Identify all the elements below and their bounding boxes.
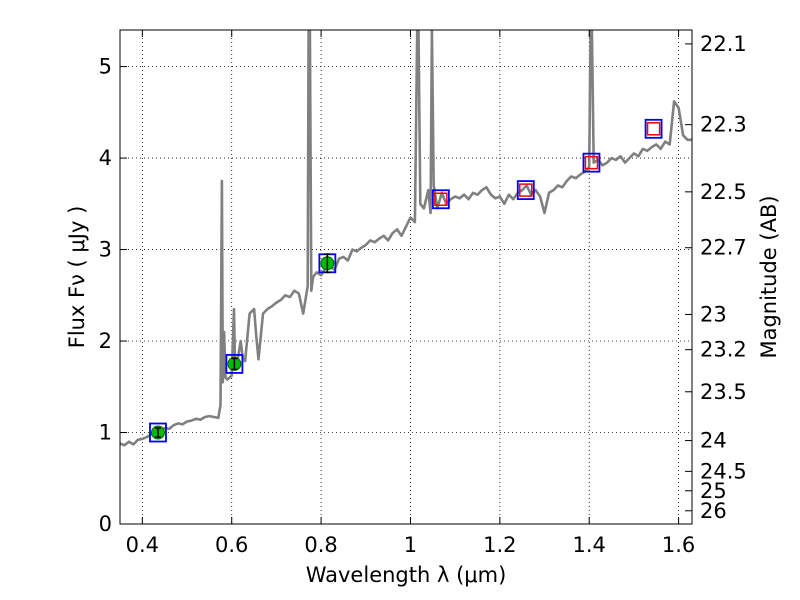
mag-tick-label: 22.1 — [700, 32, 747, 56]
x-tick-label: 1.6 — [662, 533, 695, 557]
mag-tick-label: 24.5 — [700, 459, 747, 483]
x-tick-label: 0.6 — [215, 533, 248, 557]
x-tick-label: 0.8 — [304, 533, 337, 557]
mag-tick-label: 23 — [700, 302, 727, 326]
model-photometry-box — [516, 180, 535, 200]
x-tick-label: 0.4 — [126, 533, 159, 557]
spectrum-line — [120, 30, 692, 447]
model-photometry-box — [149, 422, 167, 443]
y-tick-label: 0 — [99, 512, 112, 536]
mag-tick-label: 23.2 — [700, 338, 747, 362]
spectrum-series — [120, 30, 692, 447]
mag-tick-label: 22.7 — [700, 236, 747, 260]
x-tick-label: 1.2 — [483, 533, 516, 557]
axis-ticks: 0.4 0.6 0.8 1 1.2 1.4 1.601234522.122.322.522.… — [99, 30, 747, 557]
model-photometry-box — [582, 152, 601, 173]
plot-background — [120, 30, 692, 524]
mag-tick-label: 23.5 — [700, 380, 747, 404]
mag-tick-label: 22.3 — [700, 113, 747, 137]
upper-limit-marker — [434, 192, 448, 206]
y-tick-label: 3 — [99, 238, 112, 262]
upper-limit-marker — [584, 155, 599, 170]
y-tick-label: 4 — [99, 146, 112, 170]
plot-frame — [119, 29, 693, 525]
y2-axis-label: Magnitude (AB) — [757, 195, 781, 358]
mag-tick-label: 26 — [700, 499, 727, 523]
y-tick-label: 1 — [99, 421, 112, 445]
mag-tick-label: 22.5 — [700, 180, 747, 204]
x-tick-label: 1.4 — [573, 533, 606, 557]
model-photometry-box — [225, 354, 244, 374]
upper-limit-marker — [519, 183, 533, 197]
photometry-markers — [149, 118, 663, 443]
model-photometry-box — [431, 189, 450, 210]
upper-limit-marker — [646, 122, 661, 136]
mag-tick-label: 24 — [700, 429, 727, 453]
y-axis-label: Flux Fν ( μJy ) — [65, 206, 89, 349]
y-tick-label: 2 — [99, 329, 112, 353]
model-photometry-box — [644, 118, 663, 139]
mag-tick-label: 25 — [700, 479, 727, 503]
x-axis-label: Wavelength λ (μm) — [306, 563, 507, 587]
x-tick-label: 1 — [404, 533, 417, 557]
y-tick-label: 5 — [99, 55, 112, 79]
